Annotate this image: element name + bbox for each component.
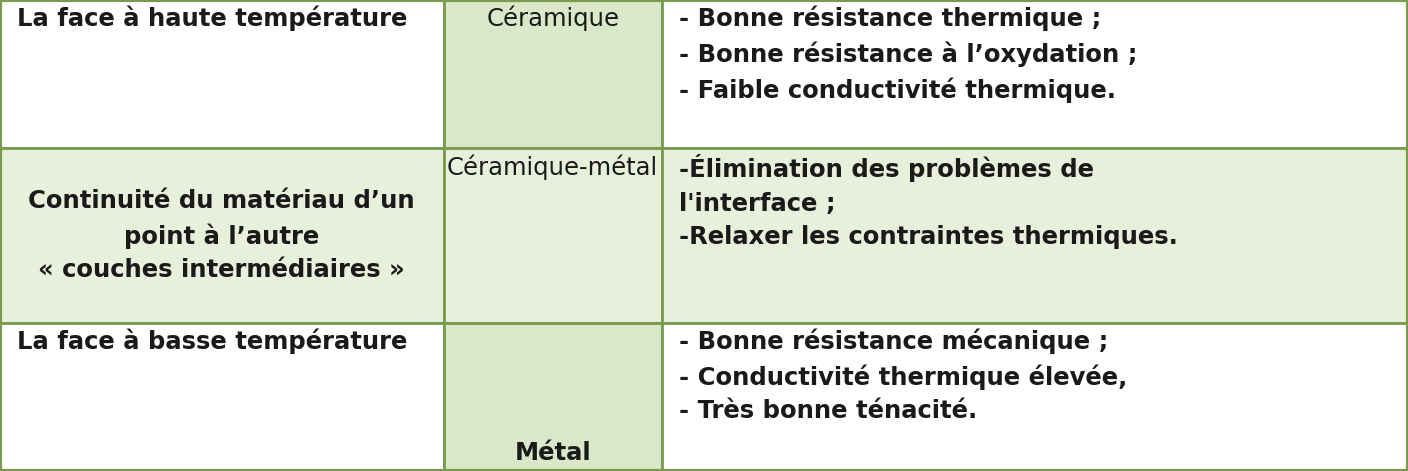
Bar	[444, 148, 662, 323]
Text: - Bonne résistance mécanique ;
- Conductivité thermique élevée,
- Très bonne tén: - Bonne résistance mécanique ; - Conduct…	[679, 328, 1126, 423]
Text: -Élimination des problèmes de
l'interface ;
-Relaxer les contraintes thermiques.: -Élimination des problèmes de l'interfac…	[679, 154, 1177, 249]
Bar	[444, 0, 662, 148]
Bar	[0, 0, 444, 148]
Bar	[444, 323, 662, 471]
Text: - Bonne résistance thermique ;
- Bonne résistance à l’oxydation ;
- Faible condu: - Bonne résistance thermique ; - Bonne r…	[679, 6, 1138, 103]
Bar	[0, 148, 444, 323]
Bar	[662, 323, 1408, 471]
Text: Céramique-métal: Céramique-métal	[448, 154, 658, 179]
Text: La face à haute température: La face à haute température	[17, 6, 407, 31]
Text: Continuité du matériau d’un
point à l’autre
« couches intermédiaires »: Continuité du matériau d’un point à l’au…	[28, 189, 415, 282]
Text: Céramique: Céramique	[486, 6, 620, 31]
Bar	[662, 148, 1408, 323]
Text: La face à basse température: La face à basse température	[17, 328, 407, 354]
Bar	[662, 0, 1408, 148]
Bar	[0, 323, 444, 471]
Text: Métal: Métal	[514, 441, 591, 465]
